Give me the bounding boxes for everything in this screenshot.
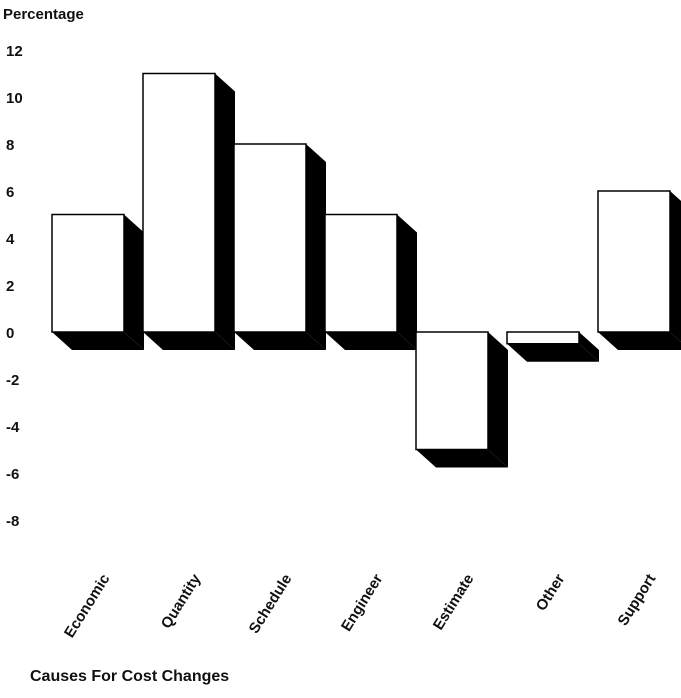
bar-bottom xyxy=(143,332,235,350)
y-tick-label: 4 xyxy=(6,231,15,248)
bar-bottom xyxy=(52,332,144,350)
bar-side xyxy=(670,191,681,342)
y-tick-label: 8 xyxy=(6,137,14,154)
bar-front xyxy=(506,331,580,345)
bar-support xyxy=(597,190,681,350)
x-tick-label-support: Support xyxy=(615,571,660,629)
bar-bottom xyxy=(325,332,417,350)
y-tick-label: 2 xyxy=(6,278,14,295)
bar-economic xyxy=(51,213,144,350)
y-tick-label: 12 xyxy=(6,43,23,60)
bar-side xyxy=(124,214,144,350)
bar-front xyxy=(324,213,398,333)
y-tick-label: 0 xyxy=(6,325,14,342)
bar-front xyxy=(51,213,125,333)
bar-bottom xyxy=(234,332,326,350)
y-tick-label: -6 xyxy=(6,466,19,483)
bar-front xyxy=(597,190,671,333)
y-tick-label: -8 xyxy=(6,513,19,530)
bar-other xyxy=(506,331,599,362)
bar-bottom xyxy=(507,343,599,362)
bar-side xyxy=(306,144,326,350)
x-tick-label-engineer: Engineer xyxy=(338,571,387,635)
x-tick-label-estimate: Estimate xyxy=(430,571,478,633)
bar-bottom xyxy=(598,332,681,350)
x-tick-label-economic: Economic xyxy=(61,571,113,641)
bar-engineer xyxy=(324,213,417,350)
bar-side xyxy=(215,73,235,350)
bar-front xyxy=(142,72,216,333)
bar-side xyxy=(397,214,417,350)
x-axis-label: Causes For Cost Changes xyxy=(30,668,230,685)
bar-front xyxy=(415,331,489,451)
x-tick-label-other: Other xyxy=(533,571,569,614)
bar-schedule xyxy=(233,143,326,350)
y-axis-label: Percentage xyxy=(3,6,84,23)
bar-bottom xyxy=(416,449,508,468)
y-tick-label: 10 xyxy=(6,90,23,107)
x-tick-label-quantity: Quantity xyxy=(158,571,205,632)
y-tick-label: -2 xyxy=(6,372,19,389)
bar-estimate xyxy=(415,331,508,468)
bar-quantity xyxy=(142,72,235,350)
bar-front xyxy=(233,143,307,333)
bar-side xyxy=(488,332,508,468)
y-tick-label: -4 xyxy=(6,419,20,436)
y-tick-label: 6 xyxy=(6,184,14,201)
x-tick-label-schedule: Schedule xyxy=(246,571,296,637)
bar-side xyxy=(579,332,599,362)
